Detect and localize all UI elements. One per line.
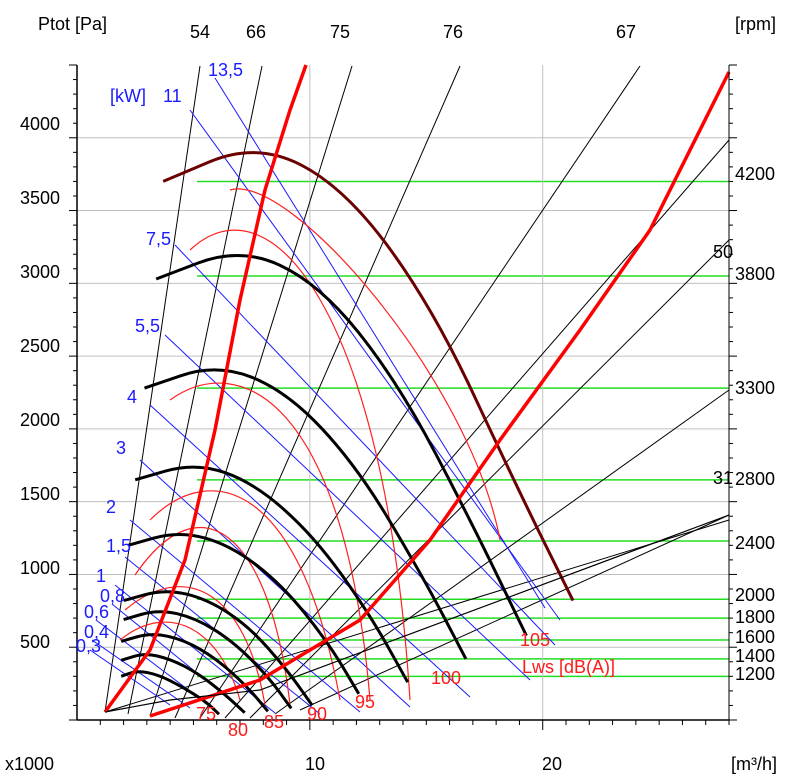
y-tick-label-1000: 1000 bbox=[20, 558, 60, 578]
top-label-76: 76 bbox=[443, 22, 463, 42]
power-line bbox=[149, 404, 471, 698]
right-label-31: 31 bbox=[713, 468, 733, 488]
power-line bbox=[91, 639, 191, 709]
noise-labels: 75 80 85 90 95 100 105 Lws [dB(A)] bbox=[196, 630, 615, 740]
x-tick-label-10: 10 bbox=[305, 754, 325, 774]
right-side-labels: 50 31 bbox=[713, 242, 733, 488]
power-label-5-5: 5,5 bbox=[135, 316, 160, 336]
efficiency-boundary-lines bbox=[103, 64, 731, 718]
power-label-0-4: 0,4 bbox=[84, 622, 109, 642]
y-tick-label-3000: 3000 bbox=[20, 262, 60, 282]
y-tick-label-3500: 3500 bbox=[20, 188, 60, 208]
power-label-11: 11 bbox=[163, 86, 182, 106]
power-line bbox=[164, 334, 531, 681]
efficiency-boundary-left bbox=[103, 64, 308, 714]
noise-unit-label: Lws [dB(A)] bbox=[522, 657, 615, 677]
x-tick-label-20: 20 bbox=[542, 754, 562, 774]
right-label-50: 50 bbox=[713, 242, 733, 262]
power-labels: 0,3 0,4 0,6 0,8 1 1,5 2 3 4 5,5 7,5 11 1… bbox=[76, 60, 243, 656]
top-label-75: 75 bbox=[330, 22, 350, 42]
rpm-label-1800: 1800 bbox=[735, 607, 775, 627]
top-label-66: 66 bbox=[246, 22, 266, 42]
fan-curve-1800 bbox=[123, 610, 293, 710]
noise-label-90: 90 bbox=[307, 704, 327, 724]
noise-contour bbox=[119, 621, 241, 701]
power-label-0-3: 0,3 bbox=[76, 636, 101, 656]
rpm-grid-lines bbox=[197, 180, 729, 678]
noise-label-85: 85 bbox=[264, 712, 284, 732]
noise-label-100: 100 bbox=[431, 668, 461, 688]
noise-label-80: 80 bbox=[228, 720, 248, 740]
top-labels: 54 66 75 76 67 bbox=[190, 22, 636, 42]
top-label-54: 54 bbox=[190, 22, 210, 42]
power-line bbox=[189, 109, 561, 621]
power-label-0-8: 0,8 bbox=[100, 586, 125, 606]
rpm-label-3800: 3800 bbox=[735, 264, 775, 284]
fan-curve-4200 bbox=[162, 151, 575, 602]
top-label-67: 67 bbox=[616, 22, 636, 42]
axis-ticks bbox=[69, 64, 737, 730]
rpm-label-2800: 2800 bbox=[735, 469, 775, 489]
fan-curve-2800 bbox=[134, 465, 410, 683]
noise-contour bbox=[149, 490, 341, 701]
power-line bbox=[139, 459, 411, 708]
system-curve bbox=[274, 389, 730, 715]
y-tick-label-500: 500 bbox=[20, 632, 50, 652]
fan-curve-1600 bbox=[120, 633, 270, 713]
efficiency-boundary-right bbox=[149, 71, 731, 718]
rpm-label-3300: 3300 bbox=[735, 378, 775, 398]
rpm-labels: 4200 3800 3300 2800 2400 2000 1800 1600 … bbox=[735, 164, 775, 684]
rpm-label-2000: 2000 bbox=[735, 585, 775, 605]
power-label-1: 1 bbox=[96, 566, 106, 586]
y-tick-label-4000: 4000 bbox=[20, 114, 60, 134]
rpm-label-1600: 1600 bbox=[735, 627, 775, 647]
system-curve bbox=[127, 65, 263, 715]
y-tick-label-1500: 1500 bbox=[20, 484, 60, 504]
noise-label-75: 75 bbox=[196, 704, 216, 724]
fan-curves bbox=[120, 151, 575, 716]
noise-label-95: 95 bbox=[355, 692, 375, 712]
power-label-7-5: 7,5 bbox=[146, 229, 171, 249]
lower-limit-line bbox=[104, 514, 730, 713]
x-multiplier-label: x1000 bbox=[5, 754, 54, 774]
power-label-13-5: 13,5 bbox=[208, 60, 243, 80]
operating-limit-line bbox=[104, 519, 730, 713]
fan-curve-3800 bbox=[155, 253, 528, 637]
power-label-4: 4 bbox=[127, 387, 137, 407]
power-label-1-5: 1,5 bbox=[106, 536, 131, 556]
y-tick-label-2000: 2000 bbox=[20, 410, 60, 430]
y-tick-labels: 500 1000 1500 2000 2500 3000 3500 4000 bbox=[20, 114, 60, 652]
noise-label-105: 105 bbox=[520, 630, 550, 650]
power-line bbox=[214, 77, 546, 609]
y-tick-label-2500: 2500 bbox=[20, 336, 60, 356]
noise-contour bbox=[134, 527, 291, 706]
power-line bbox=[129, 519, 361, 713]
fan-curve-1400 bbox=[120, 653, 246, 714]
rpm-label-2400: 2400 bbox=[735, 533, 775, 553]
rpm-label-1200: 1200 bbox=[735, 664, 775, 684]
rpm-axis-title: [rpm] bbox=[735, 14, 776, 34]
y-axis-title: Ptot [Pa] bbox=[38, 14, 107, 34]
noise-contour-lines bbox=[119, 188, 501, 706]
fan-curve-2400 bbox=[127, 532, 361, 695]
gridlines bbox=[77, 65, 729, 720]
fan-curve-2000 bbox=[123, 590, 314, 707]
power-unit-label: [kW] bbox=[110, 86, 146, 106]
power-label-2: 2 bbox=[106, 497, 116, 517]
noise-contour bbox=[169, 382, 371, 701]
rpm-label-4200: 4200 bbox=[735, 164, 775, 184]
x-axis-title: [m³/h] bbox=[731, 754, 777, 774]
noise-contour bbox=[189, 229, 411, 701]
fan-curve-3300 bbox=[144, 368, 468, 660]
power-label-0-6: 0,6 bbox=[84, 602, 109, 622]
rpm-label-1400: 1400 bbox=[735, 646, 775, 666]
system-curve bbox=[199, 65, 641, 719]
power-label-3: 3 bbox=[116, 438, 126, 458]
